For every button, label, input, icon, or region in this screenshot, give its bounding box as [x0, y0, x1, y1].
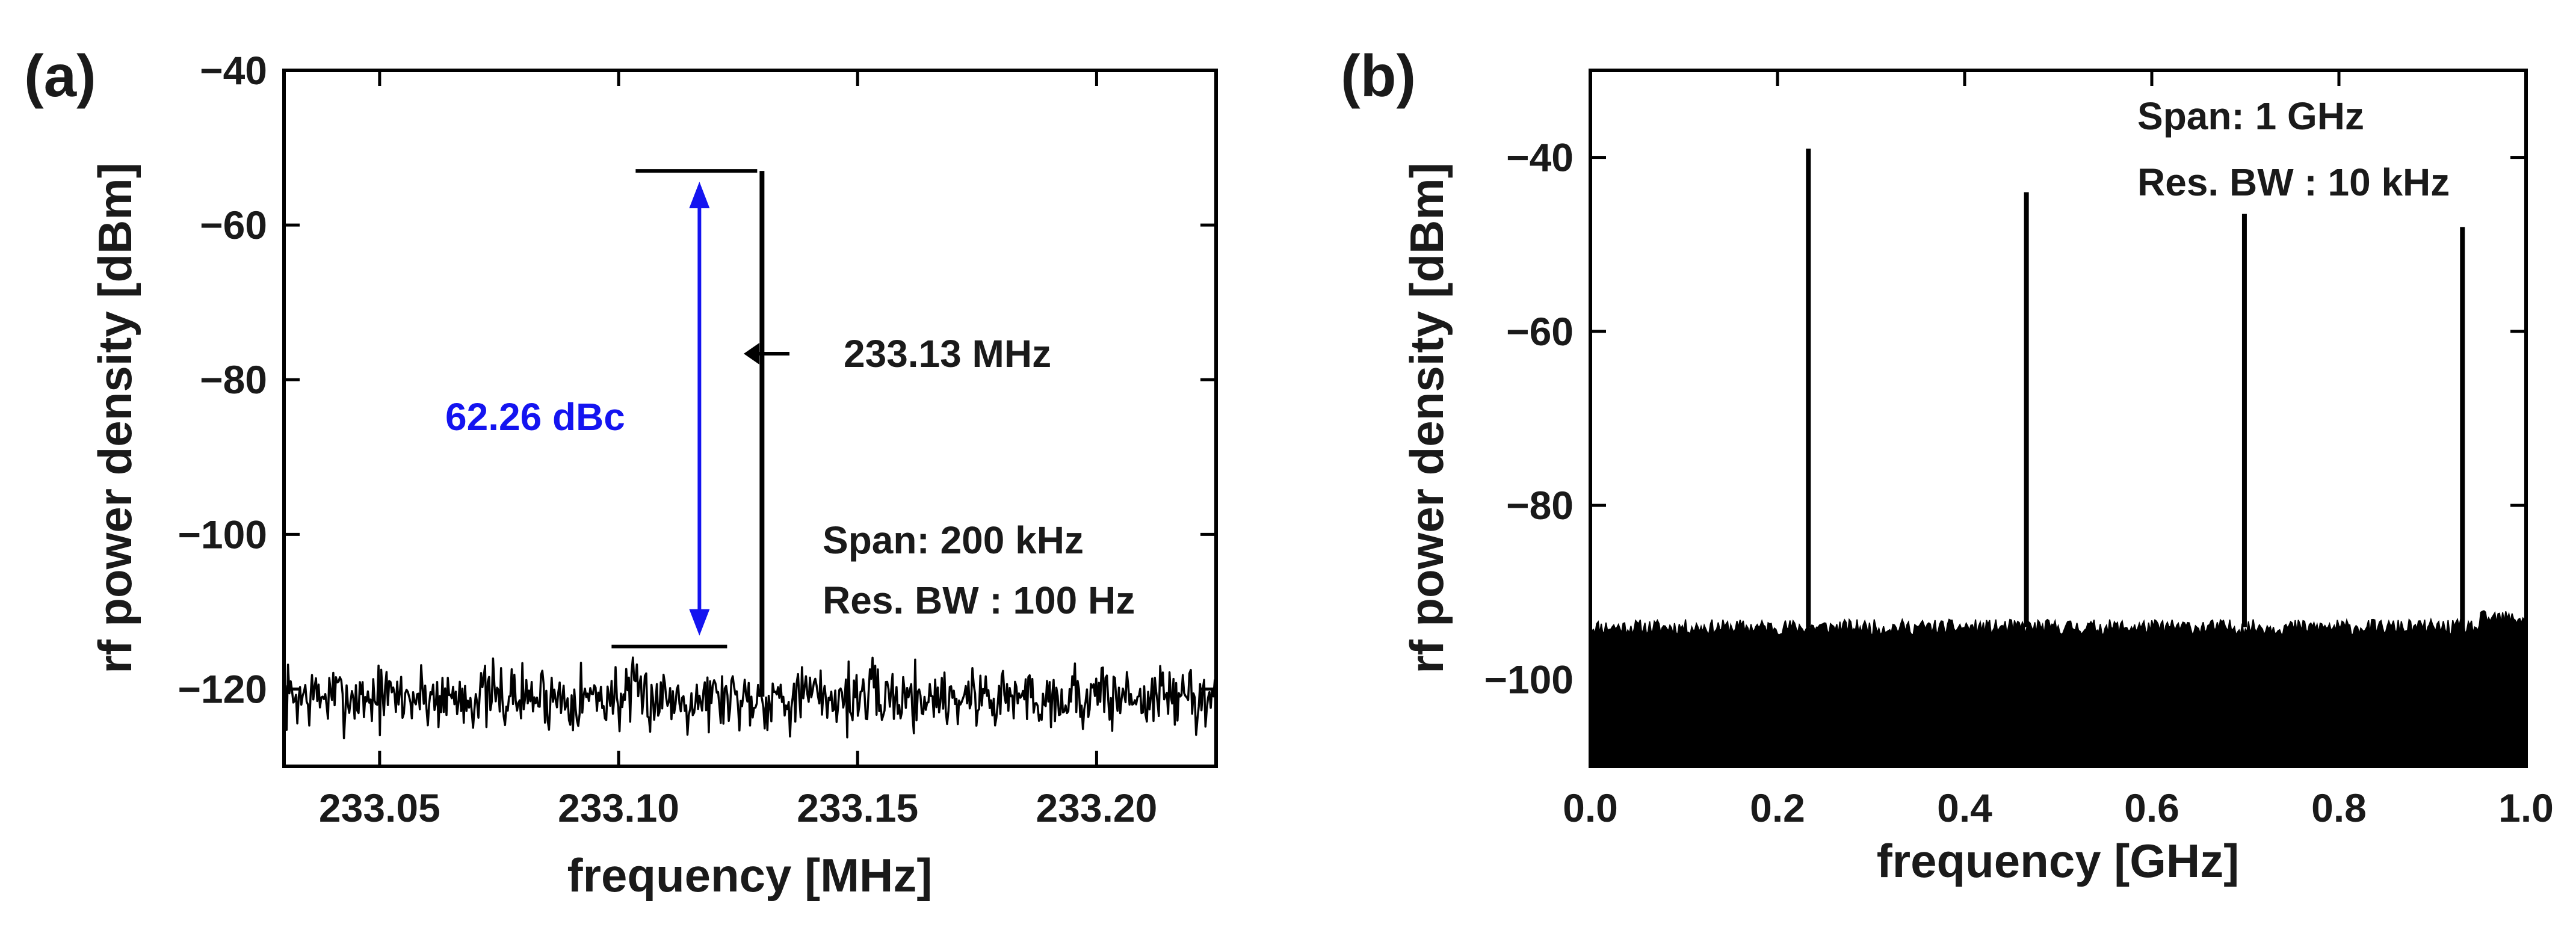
b-xtick-label: 0.4 [1937, 786, 1992, 830]
panel-a-span-label: Span: 200 kHz [823, 519, 1084, 562]
b-xtick-label: 0.8 [2311, 786, 2367, 830]
panel-a-label: (a) [24, 43, 96, 109]
a-ytick-label: −80 [200, 357, 267, 402]
panel-a-x-axis-label: frequency [MHz] [567, 849, 933, 902]
panel-b-plot-frame [1589, 69, 2528, 768]
panel-a-rbw-label: Res. BW : 100 Hz [823, 579, 1135, 622]
panel-b-tick-labels: 0.0 0.2 0.4 0.6 0.8 1.0 −100 −80 −60 −40 [1484, 135, 2554, 830]
a-ytick-label: −60 [200, 203, 267, 247]
b-ytick-label: −80 [1506, 483, 1574, 528]
a-xtick-label: 233.05 [319, 786, 440, 830]
panel-b-noise-floor [1590, 610, 2527, 767]
panel-b-rbw-label: Res. BW : 10 kHz [2137, 161, 2450, 204]
panel-a-noise-trace [283, 656, 1217, 740]
a-xtick-label: 233.20 [1036, 786, 1157, 830]
panel-b: (b) 0.0 0.2 0.4 0.6 0.8 1.0 −100 −80 −60 −40 Span… [1341, 43, 2554, 887]
panel-b-span-label: Span: 1 GHz [2137, 94, 2364, 138]
a-ytick-label: −40 [200, 48, 267, 93]
panel-a-dbc-label: 62.26 dBc [445, 395, 625, 439]
b-ytick-label: −40 [1506, 135, 1574, 180]
panel-a-peak-pointer-head [744, 343, 759, 365]
a-xtick-label: 233.15 [797, 786, 918, 830]
b-xtick-label: 1.0 [2498, 786, 2554, 830]
panel-b-label: (b) [1341, 43, 1416, 109]
panel-b-y-axis-label: rf power density [dBm] [1400, 162, 1453, 673]
panel-a-plot-frame [282, 69, 1218, 768]
panel-a-dbc-arrowhead-up [689, 182, 710, 209]
panel-a-y-axis-label: rf power density [dBm] [88, 162, 141, 673]
b-ytick-label: −60 [1506, 309, 1574, 354]
b-xtick-label: 0.6 [2124, 786, 2179, 830]
b-ytick-label: −100 [1484, 657, 1574, 701]
b-xtick-label: 0.2 [1750, 786, 1805, 830]
panel-a-dbc-arrowhead-down [689, 609, 710, 636]
b-xtick-label: 0.0 [1563, 786, 1618, 830]
panel-a-ticks [284, 69, 1216, 766]
panel-b-x-axis-label: frequency [GHz] [1877, 834, 2239, 887]
panel-a-tick-labels: 233.05 233.10 233.15 233.20 −120 −100 −80 −60 −4… [178, 48, 1157, 830]
a-ytick-label: −120 [178, 666, 267, 711]
panel-a-peak-label: 233.13 MHz [844, 332, 1051, 375]
a-xtick-label: 233.10 [558, 786, 679, 830]
panel-a: (a) 233.05 233.10 233.15 233.20 −120 −100 −80 −… [24, 43, 1218, 902]
a-ytick-label: −100 [178, 512, 267, 556]
